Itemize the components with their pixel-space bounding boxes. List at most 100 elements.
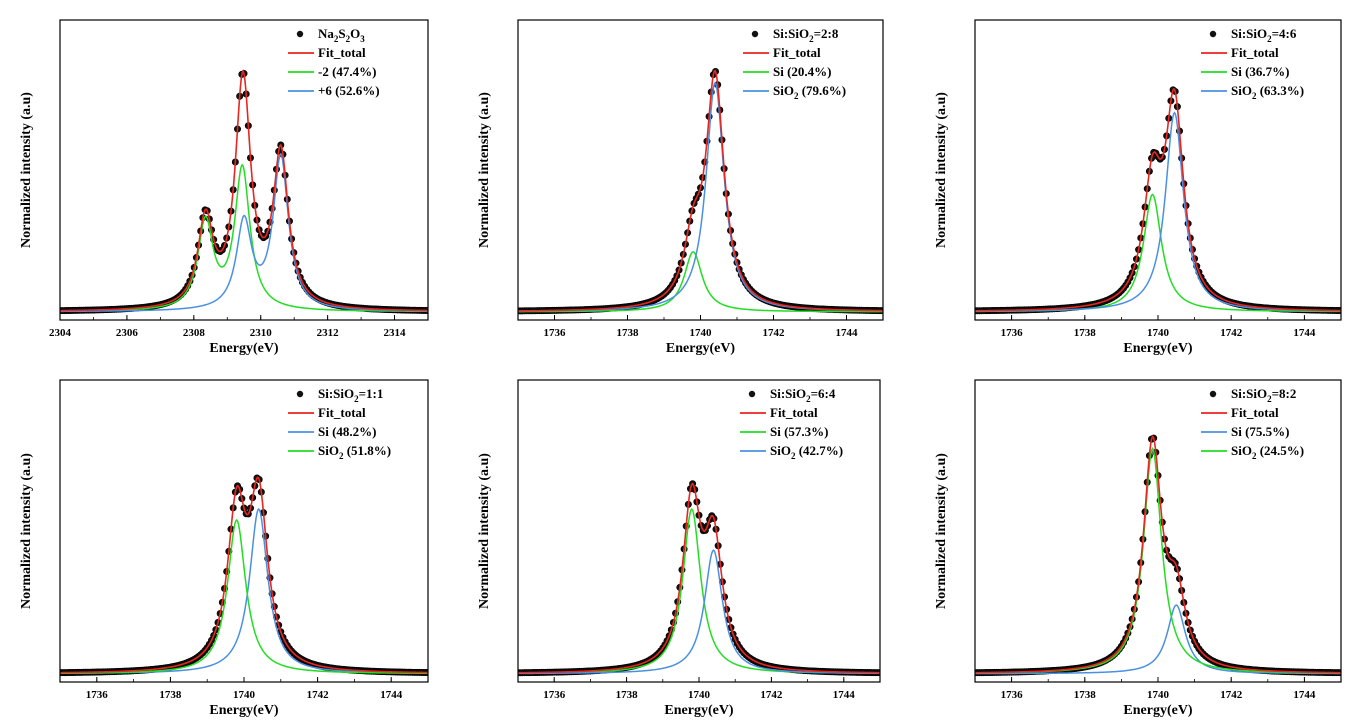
x-axis-label: Energy(eV) [1123,341,1193,356]
x-tick-label: 1744 [380,689,403,701]
x-tick-label: 1742 [1220,327,1243,339]
legend-label-1: Si (36.7%) [1231,64,1290,79]
legend-data-marker [748,390,756,398]
legend-data-marker [1209,390,1217,398]
plot-area [975,434,1341,677]
x-tick-label: 1744 [833,689,856,701]
legend-label-1: -2 (47.4%) [318,64,377,79]
component-curve-1 [518,250,883,313]
component-curve-2 [518,81,883,312]
x-tick-label: 2306 [116,327,139,339]
component-curve-1 [518,507,880,674]
x-axis-label: Energy(eV) [664,703,734,718]
legend-label-1: Si (75.5%) [1231,424,1290,439]
legend-label-2: SiO2 (79.6%) [773,83,846,101]
x-tick-label: 1738 [1074,327,1097,339]
legend-fit-label: Fit_total [1231,45,1279,60]
legend-label-2: SiO2 (24.5%) [1231,443,1304,461]
x-tick-label: 1738 [617,327,640,339]
x-tick-label: 1742 [1220,689,1243,701]
legend-data-label: Si:SiO2=6:4 [770,386,836,404]
x-axis-label: Energy(eV) [1123,703,1193,718]
x-tick-label: 1740 [1147,689,1170,701]
component-curve-1 [60,163,428,313]
y-axis-label: Normalized intensity (a.u) [477,453,492,609]
component-curve-2 [60,518,428,674]
x-tick-label: 2304 [49,327,72,339]
y-axis-label: Normalized intensity (a.u) [19,92,34,248]
y-axis-label: Normalized intensity (a.u) [19,453,34,609]
data-points [975,86,1341,315]
chart-panel-6: 1736 1738 1740 1742 1744 Energy(eV) Normalized… [934,379,1342,718]
legend-fit-label: Fit_total [318,405,366,420]
plot-area [60,474,428,677]
x-tick-label: 1740 [233,689,256,701]
chart-panel-4: 1736 1738 1740 1742 1744 Energy(eV) Normalized… [19,379,429,718]
legend-data-marker [296,390,304,398]
legend-label-2: SiO2 (63.3%) [1231,83,1304,101]
x-tick-label: 1742 [307,689,330,701]
legend-label-1: Si (20.4%) [773,64,832,79]
plot-area [60,69,428,315]
legend-fit-label: Fit_total [770,405,818,420]
data-points [518,67,883,315]
x-tick-label: 2310 [250,327,273,339]
component-curve-1 [975,604,1341,675]
x-tick-label: 1740 [1147,327,1170,339]
legend-data-label: Si:SiO2=4:6 [1231,26,1297,44]
fit-total-curve [60,476,428,674]
legend-fit-label: Fit_total [773,45,821,60]
x-axis-label: Energy(eV) [209,703,279,718]
legend-label-1: Si (48.2%) [318,424,377,439]
x-tick-label: 1736 [1001,689,1024,701]
fit-total-curve [518,69,883,312]
legend-data-label: Na2S2O3 [318,26,365,44]
component-curve-2 [518,549,880,675]
x-tick-label: 1744 [1293,689,1316,701]
legend-data-label: Si:SiO2=8:2 [1231,386,1296,404]
x-tick-label: 1736 [543,689,566,701]
component-curve-1 [60,507,428,675]
plot-area [518,480,880,677]
legend-data-label: Si:SiO2=1:1 [318,386,383,404]
legend-data-marker [1209,30,1217,38]
x-axis-label: Energy(eV) [666,341,736,356]
x-axis-label: Energy(eV) [209,341,279,356]
legend-fit-label: Fit_total [318,45,366,60]
y-axis-label: Normalized intensity (a.u) [934,453,949,609]
x-tick-label: 1740 [688,689,711,701]
legend-fit-label: Fit_total [1231,405,1279,420]
chart-panel-3: 1736 1738 1740 1742 1744 Energy(eV) Normalized… [934,19,1342,356]
fit-total-curve [975,88,1341,312]
chart-panel-1: 2304 2306 2308 2310 2312 2314 Energy(eV) Normal… [19,19,429,356]
legend-label-2: SiO2 (51.8%) [318,443,391,461]
x-tick-label: 1738 [1074,689,1097,701]
x-tick-label: 1738 [616,689,639,701]
plot-area [518,67,883,315]
x-tick-label: 1744 [1293,327,1316,339]
x-tick-label: 2308 [183,327,206,339]
legend-data-marker [296,30,304,38]
legend-label-2: SiO2 (42.7%) [770,443,843,461]
fit-total-curve [975,435,1341,674]
chart-panel-5: 1736 1738 1740 1742 1744 Energy(eV) Normalized… [477,379,881,718]
x-tick-label: 1736 [1001,327,1024,339]
legend-data-label: Si:SiO2=2:8 [773,26,839,44]
legend-label-2: +6 (52.6%) [318,83,380,98]
legend-label-1: Si (57.3%) [770,424,829,439]
x-tick-label: 1738 [159,689,182,701]
fit-total-curve [60,69,428,312]
y-axis-label: Normalized intensity (a.u) [477,92,492,248]
x-tick-label: 1736 [86,689,109,701]
legend-data-marker [751,30,759,38]
x-tick-label: 1742 [760,689,783,701]
x-tick-label: 1740 [690,327,713,339]
chart-panel-2: 1736 1738 1740 1742 1744 Energy(eV) Normalized… [477,19,884,356]
